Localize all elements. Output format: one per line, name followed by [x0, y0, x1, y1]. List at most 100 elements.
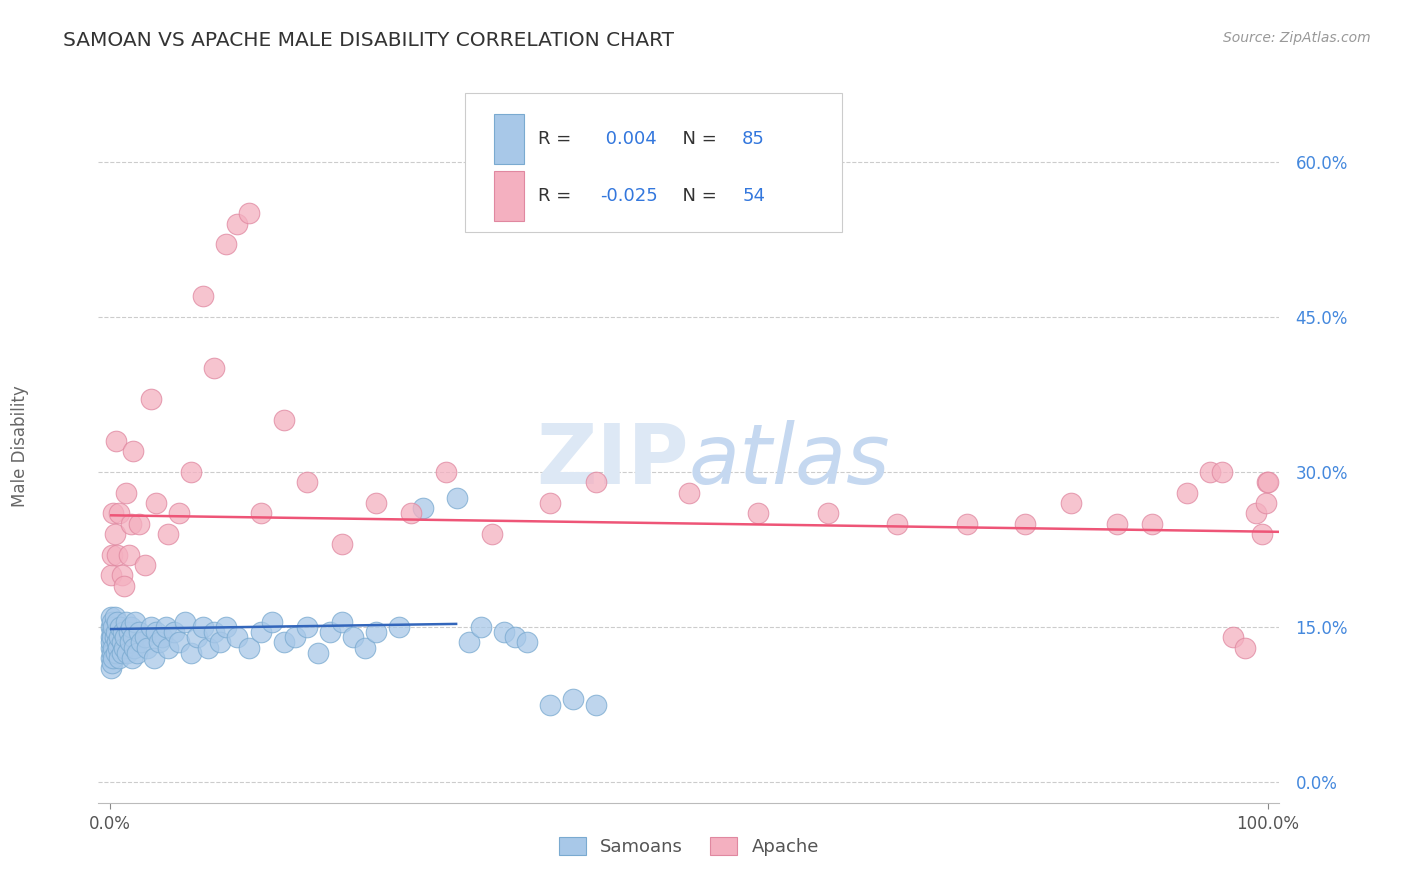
- Point: [208, 635, 231, 649]
- Point: [121, 651, 143, 665]
- Point: [124, 640, 146, 655]
- Point: [262, 615, 284, 629]
- Point: [155, 620, 177, 634]
- Text: Source: ZipAtlas.com: Source: ZipAtlas.com: [1223, 31, 1371, 45]
- Point: [1014, 516, 1036, 531]
- Point: [886, 516, 908, 531]
- Point: [238, 640, 260, 655]
- Point: [104, 527, 127, 541]
- Point: [120, 620, 142, 634]
- Point: [307, 646, 329, 660]
- Text: atlas: atlas: [689, 420, 890, 500]
- Point: [1257, 475, 1279, 490]
- Point: [108, 651, 131, 665]
- Point: [117, 625, 139, 640]
- Point: [112, 579, 135, 593]
- Point: [180, 465, 202, 479]
- Point: [115, 485, 138, 500]
- Bar: [494, 171, 523, 221]
- Point: [117, 548, 139, 562]
- Point: [148, 635, 170, 649]
- Point: [156, 527, 179, 541]
- Point: [1107, 516, 1129, 531]
- Point: [366, 496, 388, 510]
- Point: [103, 506, 125, 520]
- Point: [273, 413, 295, 427]
- Point: [1254, 496, 1277, 510]
- Point: [104, 434, 127, 448]
- Text: SAMOAN VS APACHE MALE DISABILITY CORRELATION CHART: SAMOAN VS APACHE MALE DISABILITY CORRELA…: [63, 31, 675, 50]
- Point: [342, 630, 364, 644]
- Point: [249, 506, 271, 520]
- Point: [122, 630, 145, 644]
- Point: [128, 516, 150, 531]
- Point: [1256, 475, 1278, 490]
- Point: [470, 620, 492, 634]
- Point: [678, 485, 700, 500]
- Point: [503, 630, 526, 644]
- Point: [143, 651, 166, 665]
- Point: [118, 635, 141, 649]
- Point: [100, 630, 122, 644]
- Point: [122, 444, 145, 458]
- Point: [105, 615, 128, 629]
- Point: [101, 646, 124, 660]
- FancyBboxPatch shape: [464, 93, 842, 232]
- Legend: Samoans, Apache: Samoans, Apache: [550, 828, 828, 865]
- Point: [481, 527, 503, 541]
- Point: [100, 640, 122, 655]
- Point: [1199, 465, 1222, 479]
- Point: [202, 625, 225, 640]
- Point: [163, 625, 186, 640]
- Point: [186, 630, 208, 644]
- Y-axis label: Male Disability: Male Disability: [11, 385, 30, 507]
- Point: [226, 217, 249, 231]
- Point: [112, 640, 135, 655]
- Point: [191, 620, 214, 634]
- Point: [249, 625, 271, 640]
- Point: [1060, 496, 1083, 510]
- Point: [101, 625, 124, 640]
- Point: [174, 615, 197, 629]
- Point: [319, 625, 342, 640]
- Point: [104, 630, 127, 644]
- Text: N =: N =: [671, 187, 723, 205]
- Text: 85: 85: [742, 130, 765, 148]
- Point: [284, 630, 307, 644]
- Point: [139, 620, 162, 634]
- Point: [100, 651, 122, 665]
- Point: [101, 630, 124, 644]
- Text: -0.025: -0.025: [600, 187, 658, 205]
- Point: [446, 491, 468, 505]
- Point: [134, 558, 156, 572]
- Point: [1175, 485, 1198, 500]
- Point: [585, 698, 607, 712]
- Point: [1246, 506, 1268, 520]
- Point: [1251, 527, 1274, 541]
- Text: R =: R =: [537, 130, 576, 148]
- Point: [111, 625, 134, 640]
- Point: [108, 506, 131, 520]
- Point: [215, 237, 238, 252]
- Point: [538, 698, 561, 712]
- Point: [202, 361, 225, 376]
- Point: [330, 615, 353, 629]
- Point: [100, 620, 122, 634]
- Point: [817, 506, 839, 520]
- Point: [115, 615, 138, 629]
- Point: [104, 625, 127, 640]
- Point: [295, 620, 318, 634]
- Point: [124, 615, 146, 629]
- Point: [114, 630, 136, 644]
- Point: [492, 625, 515, 640]
- Point: [110, 646, 132, 660]
- Text: N =: N =: [671, 130, 723, 148]
- Point: [458, 635, 481, 649]
- Point: [100, 661, 122, 675]
- Point: [145, 625, 167, 640]
- Point: [1140, 516, 1163, 531]
- Point: [156, 640, 179, 655]
- Point: [215, 620, 238, 634]
- Point: [180, 646, 202, 660]
- Point: [1222, 630, 1244, 644]
